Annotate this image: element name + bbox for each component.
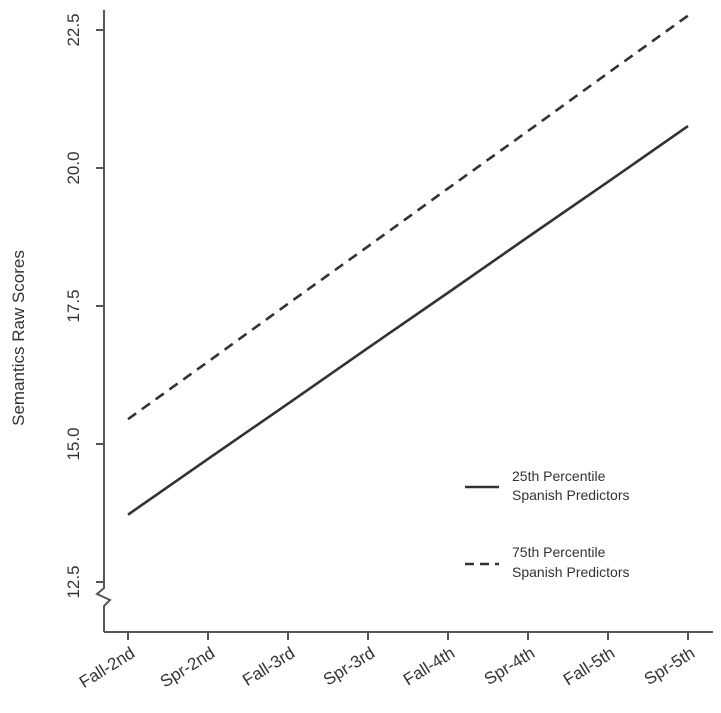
legend: 25th Percentile Spanish Predictors 75th … — [465, 468, 630, 580]
legend-label-series-1-line-1: 25th Percentile — [512, 468, 606, 484]
y-tick-label: 20.0 — [64, 151, 83, 184]
x-tick-label: Spr-2nd — [157, 643, 218, 691]
x-tick-label: Spr-3rd — [320, 643, 378, 689]
x-tick-label: Spr-5th — [641, 643, 698, 689]
x-tick-label: Fall-3rd — [239, 643, 298, 690]
y-axis-title: Semantics Raw Scores — [9, 250, 28, 426]
y-axis-line — [95, 10, 112, 632]
x-axis-ticks: Fall-2nd Spr-2nd Fall-3rd Spr-3rd Fall-4th Sp… — [76, 632, 698, 692]
x-tick-label: Fall-4th — [400, 643, 458, 689]
x-tick-label: Spr-4th — [481, 643, 538, 689]
y-tick-label: 17.5 — [64, 289, 83, 322]
series-line-25th-percentile — [127, 124, 689, 516]
series-line-75th-percentile — [127, 14, 689, 421]
x-tick-label: Fall-2nd — [76, 643, 138, 692]
legend-label-series-2-line-2: Spanish Predictors — [512, 564, 630, 580]
y-tick-label: 22.5 — [64, 13, 83, 46]
y-tick-label: 12.5 — [64, 565, 83, 598]
y-axis-ticks: 12.5 15.0 17.5 20.0 22.5 — [64, 13, 104, 599]
legend-label-series-1-line-2: Spanish Predictors — [512, 487, 630, 503]
legend-label-series-2-line-1: 75th Percentile — [512, 544, 606, 560]
series-lines — [127, 14, 689, 516]
x-tick-label: Fall-5th — [560, 643, 618, 689]
y-tick-label: 15.0 — [64, 427, 83, 460]
